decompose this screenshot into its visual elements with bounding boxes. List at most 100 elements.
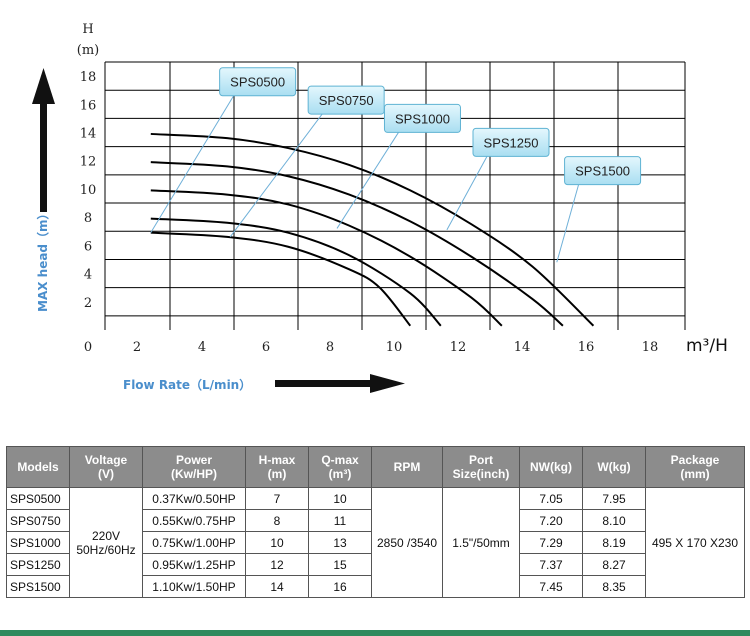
hmax-cell: 10: [245, 531, 309, 554]
model-cell: SPS1500: [6, 575, 70, 598]
x-axis-title: Flow Rate（L/min）: [123, 377, 251, 392]
curves: [150, 132, 595, 327]
table-row: SPS1250 0.95Kw/1.25HP 12 15 7.37 8.27: [6, 553, 745, 576]
callout-box: [307, 85, 385, 115]
x-tick-label: 14: [514, 340, 531, 355]
header-hmax: H-max (m): [245, 446, 309, 488]
hmax-cell: 7: [245, 487, 309, 510]
spec-table: Models Voltage (V) Power (Kw/HP) H-max (m) …: [6, 446, 745, 598]
header-nw: NW(kg): [519, 446, 583, 488]
x-tick-label: 6: [262, 340, 270, 355]
w-cell: 8.27: [582, 553, 646, 576]
power-cell: 0.55Kw/0.75HP: [142, 509, 246, 532]
curve-sps1000: [150, 189, 503, 327]
w-cell: 8.10: [582, 509, 646, 532]
callout-leader: [556, 184, 580, 263]
x-tick-label: 18: [642, 340, 659, 355]
callout-leader: [446, 156, 488, 231]
nw-cell: 7.45: [519, 575, 583, 598]
qmax-cell: 16: [308, 575, 372, 598]
nw-cell: 7.37: [519, 553, 583, 576]
w-cell: 8.35: [582, 575, 646, 598]
arrow-up-icon: [32, 68, 55, 212]
package-cell: 495 X 170 X230: [645, 487, 745, 598]
callout-box: [564, 156, 642, 186]
model-cell: SPS0500: [6, 487, 70, 510]
hmax-cell: 8: [245, 509, 309, 532]
nw-cell: 7.05: [519, 487, 583, 510]
x-tick-label: 16: [578, 340, 595, 355]
callout-leader: [150, 95, 235, 233]
model-cell: SPS0750: [6, 509, 70, 532]
header-rpm: RPM: [371, 446, 443, 488]
w-cell: 7.95: [582, 487, 646, 510]
curve-sps0500: [150, 231, 412, 327]
header-voltage: Voltage (V): [69, 446, 143, 488]
callout-leader: [229, 113, 323, 238]
power-cell: 0.75Kw/1.00HP: [142, 531, 246, 554]
callout-leader: [336, 132, 399, 229]
y-tick-label: 4: [84, 268, 92, 283]
qmax-cell: 13: [308, 531, 372, 554]
y-tick-label: 14: [80, 127, 97, 142]
qmax-cell: 15: [308, 553, 372, 576]
x-tick-label: 2: [133, 340, 141, 355]
spec-header-row: Models Voltage (V) Power (Kw/HP) H-max (m) …: [6, 446, 745, 488]
x-tick-label: 10: [386, 340, 403, 355]
callout-label: SPS1500: [575, 164, 630, 179]
x-tick-label: 12: [450, 340, 467, 355]
header-port: Port Size(inch): [442, 446, 520, 488]
y-tick-label: 2: [84, 296, 92, 311]
power-cell: 1.10Kw/1.50HP: [142, 575, 246, 598]
y-axis-title: MAX head（m）: [35, 207, 50, 312]
callout-box: [383, 103, 461, 133]
table-row: SPS1500 1.10Kw/1.50HP 14 16 7.45 8.35: [6, 575, 745, 598]
curve-sps0750: [150, 217, 442, 327]
curve-sps1500: [150, 132, 595, 327]
y-unit-label: H: [82, 22, 93, 37]
table-row: SPS0500 220V 50Hz/60Hz 0.37Kw/0.50HP 7 10…: [6, 487, 745, 598]
header-package: Package (mm): [645, 446, 745, 488]
x-tick-label: 4: [198, 340, 206, 355]
callout-label: SPS0750: [319, 93, 374, 108]
callouts: SPS0500 SPS0750 SPS1000 SPS1250 SPS1500: [150, 67, 642, 263]
curve-sps1250: [150, 161, 564, 327]
callout-label: SPS1250: [484, 135, 539, 150]
x-tick-label: 8: [326, 340, 334, 355]
y-tick-label: 16: [80, 98, 97, 113]
table-row: SPS0750 0.55Kw/0.75HP 8 11 7.20 8.10: [6, 509, 745, 532]
port-cell: 1.5"/50mm: [442, 487, 520, 598]
qmax-cell: 11: [308, 509, 372, 532]
qmax-cell: 10: [308, 487, 372, 510]
header-w: W(kg): [582, 446, 646, 488]
model-cell: SPS1250: [6, 553, 70, 576]
w-cell: 8.19: [582, 531, 646, 554]
power-cell: 0.95Kw/1.25HP: [142, 553, 246, 576]
header-qmax: Q-max (m³): [308, 446, 372, 488]
hmax-cell: 12: [245, 553, 309, 576]
power-cell: 0.37Kw/0.50HP: [142, 487, 246, 510]
y-tick-label: 10: [80, 183, 97, 198]
bottom-accent-bar: [0, 630, 750, 636]
y-tick-label: 12: [80, 155, 97, 170]
voltage-cell: 220V 50Hz/60Hz: [69, 487, 143, 598]
tick-labels: 0 2 4 6 8 10 12 14 16 18 2 4 6 8 10 12 14 16 18: [80, 70, 659, 355]
callout-label: SPS0500: [230, 75, 285, 90]
y-tick-label: 8: [84, 211, 92, 226]
callout-box: [219, 67, 297, 97]
header-models: Models: [6, 446, 70, 488]
header-power: Power (Kw/HP): [142, 446, 246, 488]
hmax-cell: 14: [245, 575, 309, 598]
grid: [104, 61, 686, 330]
nw-cell: 7.20: [519, 509, 583, 532]
model-cell: SPS1000: [6, 531, 70, 554]
rpm-cell: 2850 /3540: [371, 487, 443, 598]
nw-cell: 7.29: [519, 531, 583, 554]
callout-label: SPS1000: [395, 111, 450, 126]
x-unit-label: m³/H: [686, 336, 728, 356]
callout-box: [472, 127, 550, 157]
y-unit-label-sub: (m): [77, 43, 99, 58]
x-tick-label: 0: [84, 340, 92, 355]
arrow-right-icon: [275, 374, 405, 393]
